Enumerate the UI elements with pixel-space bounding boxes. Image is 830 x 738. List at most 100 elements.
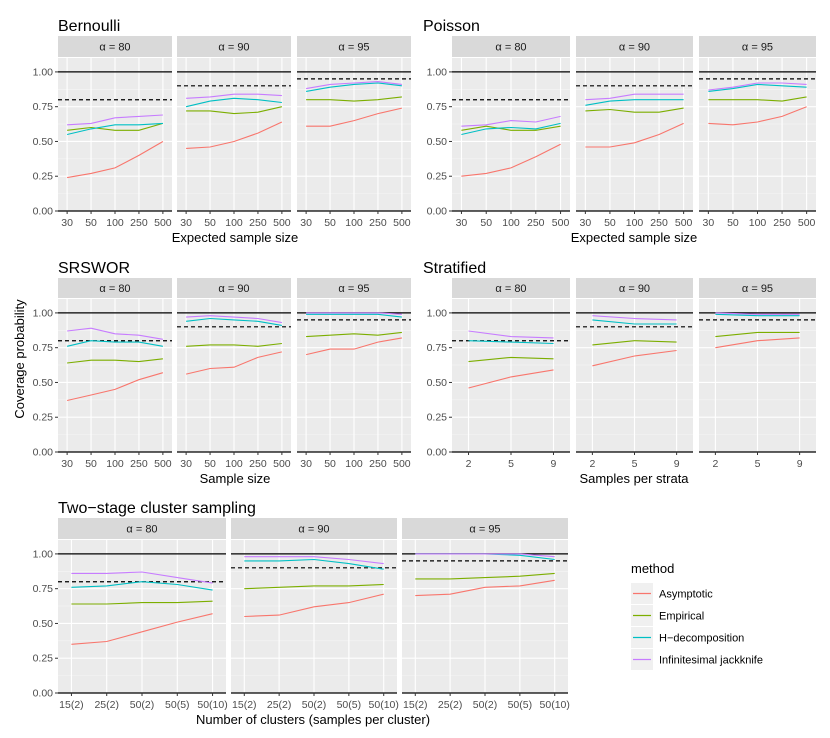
- x-tick-label: 50: [324, 217, 336, 229]
- x-tick-label: 2: [712, 458, 718, 470]
- x-tick-label: 50(10): [197, 699, 227, 711]
- x-tick-label: 30: [703, 217, 715, 229]
- facet-strip: [452, 36, 570, 57]
- facet-strip-label: α = 80: [495, 283, 526, 295]
- x-tick-label: 30: [456, 217, 468, 229]
- x-axis-label: Number of clusters (samples per cluster): [196, 712, 430, 727]
- y-tick-label: 0.75: [33, 342, 54, 354]
- facet-strip: [231, 518, 397, 539]
- facet-strip: [402, 518, 568, 539]
- facet-strip-label: α = 90: [298, 524, 329, 536]
- facet-panel: α = 90 30 50 100 250 500: [576, 36, 693, 229]
- y-tick-label: 0.50: [33, 136, 54, 148]
- facet-strip: [177, 36, 291, 57]
- series-line-empirical: [415, 572, 555, 580]
- x-tick-label: 100: [345, 458, 363, 470]
- y-tick-label: 0.25: [33, 412, 54, 424]
- facet-panel: α = 90 30 50 100 250 500: [177, 278, 291, 470]
- series-line-asymptotic: [461, 143, 561, 177]
- series-line-empirical: [67, 122, 164, 131]
- x-tick-label: 50: [324, 458, 336, 470]
- series-line-infinitesimal-jackknife: [715, 312, 800, 315]
- x-tick-label: 50(5): [165, 699, 190, 711]
- facet-panel: α = 80 30 50 100 250 500: [452, 36, 570, 229]
- x-tick-label: 15(2): [59, 699, 84, 711]
- x-axis-label: Expected sample size: [571, 230, 697, 245]
- facet-panel: α = 80 2 5 9: [452, 278, 570, 470]
- x-tick-label: 15(2): [232, 699, 257, 711]
- legend: method Asymptotic Empirical H−decomposition…: [631, 561, 763, 670]
- x-tick-label: 250: [130, 458, 148, 470]
- x-tick-label: 100: [106, 458, 124, 470]
- y-tick-label: 0.75: [33, 583, 54, 595]
- x-tick-label: 50(5): [337, 699, 362, 711]
- x-tick-label: 5: [632, 458, 638, 470]
- y-axis-label: Coverage probability: [12, 299, 27, 419]
- series-line-h-decomposition: [306, 82, 402, 92]
- facet-panel: α = 95 30 50 100 250 500: [699, 36, 816, 229]
- y-tick-label: 0.75: [427, 342, 448, 354]
- facet-panel: α = 80 15(2) 25(2) 50(2) 50(5) 50(10): [58, 518, 228, 711]
- series-line-infinitesimal-jackknife: [708, 82, 807, 91]
- x-axis-label: Expected sample size: [172, 230, 298, 245]
- x-axis-label: Sample size: [200, 471, 271, 486]
- x-tick-label: 250: [773, 217, 791, 229]
- series-line-empirical: [592, 340, 677, 346]
- x-tick-label: 500: [675, 217, 693, 229]
- x-tick-label: 250: [130, 217, 148, 229]
- y-tick-label: 0.00: [427, 206, 448, 218]
- facet-strip: [699, 278, 816, 298]
- subplot-title: SRSWOR: [58, 260, 130, 277]
- y-tick-label: 0.50: [33, 618, 54, 630]
- series-line-h-decomposition: [66, 340, 163, 347]
- y-tick-label: 0.50: [33, 377, 54, 389]
- series-line-infinitesimal-jackknife: [415, 553, 555, 558]
- x-tick-label: 30: [61, 458, 73, 470]
- series-line-infinitesimal-jackknife: [468, 330, 554, 339]
- series-line-empirical: [468, 356, 554, 363]
- facet-strip: [576, 278, 693, 298]
- x-tick-label: 25(2): [267, 699, 292, 711]
- subplot-title: Stratified: [423, 260, 486, 277]
- x-tick-label: 25(2): [438, 699, 463, 711]
- series-line-asymptotic: [71, 613, 213, 645]
- facet-strip: [177, 278, 291, 298]
- series-line-infinitesimal-jackknife: [585, 93, 684, 101]
- y-tick-label: 1.00: [427, 66, 448, 78]
- facet-strip: [576, 36, 693, 57]
- x-tick-label: 30: [180, 458, 192, 470]
- x-tick-label: 250: [527, 217, 545, 229]
- x-tick-label: 250: [249, 458, 267, 470]
- subplot-2: Poisson 0.00 0.25 0.50 0.75 1.00 α = 80 30 50 100…: [423, 18, 816, 245]
- x-tick-label: 5: [508, 458, 514, 470]
- x-tick-label: 5: [755, 458, 761, 470]
- x-tick-label: 100: [345, 217, 363, 229]
- series-line-h-decomposition: [468, 340, 554, 345]
- x-tick-label: 50(2): [130, 699, 155, 711]
- series-line-h-decomposition: [708, 83, 807, 92]
- series-line-asymptotic: [186, 121, 283, 149]
- x-tick-label: 50(10): [540, 699, 570, 711]
- legend-title: method: [631, 561, 674, 576]
- x-tick-label: 250: [249, 217, 267, 229]
- series-line-infinitesimal-jackknife: [306, 312, 402, 315]
- x-tick-label: 100: [106, 217, 124, 229]
- subplot-3: SRSWOR 0.00 0.25 0.50 0.75 1.00 α = 80 30 50 100 2…: [33, 260, 411, 486]
- series-line-infinitesimal-jackknife: [592, 315, 677, 321]
- series-line-asymptotic: [585, 122, 684, 148]
- series-line-asymptotic: [244, 593, 384, 618]
- series-line-infinitesimal-jackknife: [71, 571, 213, 584]
- series-line-empirical: [67, 358, 163, 364]
- series-line-infinitesimal-jackknife: [244, 556, 384, 565]
- series-line-infinitesimal-jackknife: [186, 315, 282, 324]
- facet-strip-label: α = 95: [338, 42, 369, 54]
- x-tick-label: 50: [727, 217, 739, 229]
- subplot-title: Bernoulli: [58, 18, 120, 35]
- x-tick-label: 25(2): [94, 699, 119, 711]
- series-line-h-decomposition: [715, 313, 800, 317]
- facet-strip: [58, 278, 172, 298]
- y-tick-label: 0.00: [427, 447, 448, 459]
- series-line-asymptotic: [185, 351, 283, 375]
- x-tick-label: 500: [154, 458, 172, 470]
- series-line-empirical: [186, 106, 283, 115]
